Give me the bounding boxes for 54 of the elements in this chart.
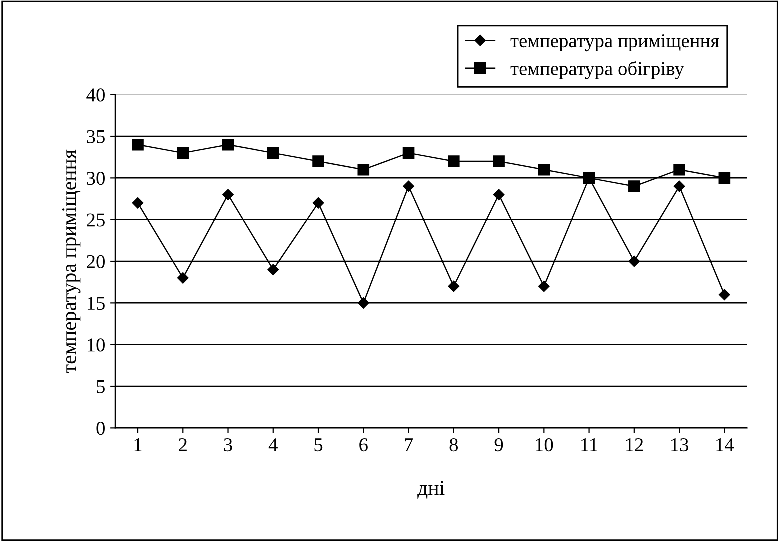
point [719, 289, 730, 300]
point [538, 164, 550, 176]
point [267, 147, 280, 160]
point [178, 272, 189, 284]
y-tick-label: 40 [86, 88, 105, 102]
point [718, 172, 731, 184]
y-tick-label: 35 [87, 130, 105, 144]
x-tick-label: 8 [450, 438, 458, 452]
x-tick-label: 7 [405, 438, 414, 452]
point [268, 264, 279, 276]
point [448, 280, 460, 292]
point [538, 280, 550, 292]
x-tick-label: 6 [360, 438, 368, 452]
legend-label: температура обігріву [510, 61, 684, 80]
x-tick-label: 3 [224, 438, 232, 452]
point [674, 180, 686, 192]
point [448, 156, 460, 168]
x-tick-label: 2 [179, 438, 187, 452]
y-tick-label: 0 [96, 422, 105, 436]
y-tick-label: 20 [87, 255, 105, 268]
y-tick-label: 25 [87, 214, 105, 227]
y-tick-label: 10 [88, 338, 105, 352]
x-tick-label: 12 [626, 438, 644, 452]
point [628, 256, 640, 268]
point [583, 172, 596, 184]
point [358, 298, 370, 309]
point [312, 156, 324, 168]
x-tick-label: 9 [494, 438, 504, 452]
x-tick-label: 14 [716, 438, 734, 452]
point [222, 189, 234, 200]
point [177, 147, 190, 160]
point [493, 156, 505, 168]
point [403, 180, 414, 192]
point [493, 189, 505, 200]
x-tick-label: 11 [582, 438, 598, 452]
y-tick-label: 15 [88, 297, 105, 310]
x-tick-label: 1 [134, 438, 142, 452]
point [628, 180, 640, 192]
x-tick-label: 13 [672, 438, 689, 452]
y-axis-title: температура приміщення [62, 150, 81, 374]
x-tick-label: 4 [268, 438, 278, 452]
point [674, 164, 686, 176]
point [312, 198, 324, 209]
point [222, 138, 234, 151]
x-tick-label: 5 [314, 438, 323, 452]
x-axis-title: дні [418, 481, 445, 500]
y-tick-label: 30 [87, 172, 105, 186]
point [358, 164, 370, 176]
point [132, 138, 144, 151]
legend-label: температура приміщення [510, 34, 720, 52]
point [402, 147, 415, 160]
point [132, 198, 144, 209]
x-tick-label: 10 [536, 438, 554, 452]
y-tick-label: 5 [97, 380, 105, 394]
